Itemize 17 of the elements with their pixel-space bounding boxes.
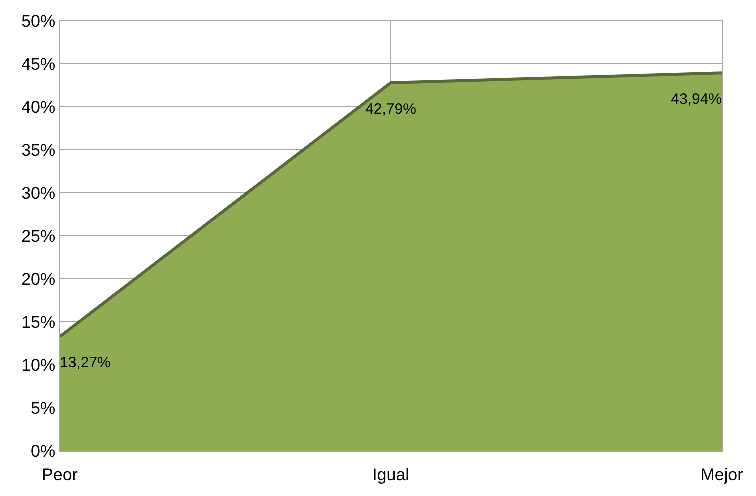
y-tick-label: 10% (22, 356, 56, 375)
data-label: 43,94% (671, 90, 722, 108)
y-tick-label: 0% (31, 442, 56, 461)
y-tick-label: 5% (31, 398, 56, 418)
y-tick-label: 35% (22, 140, 56, 160)
y-tick-label: 25% (22, 226, 56, 246)
y-tick-label: 20% (22, 270, 56, 289)
data-label: 13,27% (60, 354, 111, 372)
y-tick-label: 40% (22, 98, 56, 117)
x-tick-label: Igual (372, 465, 410, 484)
y-tick-label: 45% (22, 54, 56, 74)
x-tick-label: Mejor (700, 465, 744, 484)
y-tick-label: 30% (22, 184, 56, 203)
data-label: 42,79% (366, 100, 416, 118)
y-tick-label: 50% (22, 12, 56, 31)
x-tick-label: Peor (42, 465, 78, 484)
y-tick-label: 15% (22, 312, 56, 332)
